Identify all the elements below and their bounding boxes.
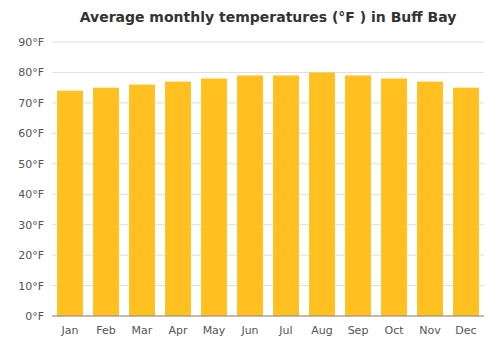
bar <box>93 88 119 316</box>
grid-line <box>52 316 484 317</box>
x-tick-label: May <box>203 324 226 337</box>
y-tick-label: 80°F <box>18 66 44 79</box>
y-tick-label: 0°F <box>25 310 44 323</box>
x-tick-label: Nov <box>419 324 441 337</box>
x-tick-label: Jun <box>240 324 258 337</box>
x-tick-label: Mar <box>132 324 153 337</box>
y-tick-label: 70°F <box>18 97 44 110</box>
x-tick-label: Jul <box>278 324 292 337</box>
grid-line <box>52 42 484 43</box>
title: Average monthly temperatures (°F ) in Bu… <box>80 9 457 25</box>
bar <box>345 75 371 316</box>
chart-container: Average monthly temperatures (°F ) in Bu… <box>0 0 500 350</box>
y-tick-label: 60°F <box>18 127 44 140</box>
bar <box>237 75 263 316</box>
x-tick-label: Dec <box>455 324 476 337</box>
x-axis: Jan Feb Mar Apr May Jun Jul Aug Sep Oct Nov Dec <box>61 324 477 337</box>
bar <box>201 79 227 316</box>
bar <box>165 82 191 316</box>
y-tick-label: 50°F <box>18 158 44 171</box>
x-tick-label: Jan <box>61 324 79 337</box>
x-tick-label: Aug <box>311 324 332 337</box>
bars <box>57 72 479 316</box>
y-tick-label: 10°F <box>18 280 44 293</box>
y-tick-label: 40°F <box>18 188 44 201</box>
y-tick-label: 30°F <box>18 219 44 232</box>
y-axis: 0°F 10°F 20°F 30°F 40°F 50°F 60°F 70°F 80°F 90°F <box>18 36 484 323</box>
x-tick-label: Feb <box>96 324 115 337</box>
bar <box>417 82 443 316</box>
y-tick-label: 20°F <box>18 249 44 262</box>
x-tick-label: Sep <box>348 324 369 337</box>
x-axis-line <box>52 316 484 317</box>
x-tick-label: Apr <box>168 324 188 337</box>
chart: Average monthly temperatures (°F ) in Bu… <box>0 0 500 350</box>
x-tick-label: Oct <box>384 324 404 337</box>
y-tick-label: 90°F <box>18 36 44 49</box>
bar <box>57 91 83 316</box>
bar <box>129 85 155 316</box>
bar <box>273 75 299 316</box>
grid-line <box>52 72 484 73</box>
bar <box>453 88 479 316</box>
bar <box>309 72 335 316</box>
bar <box>381 79 407 316</box>
